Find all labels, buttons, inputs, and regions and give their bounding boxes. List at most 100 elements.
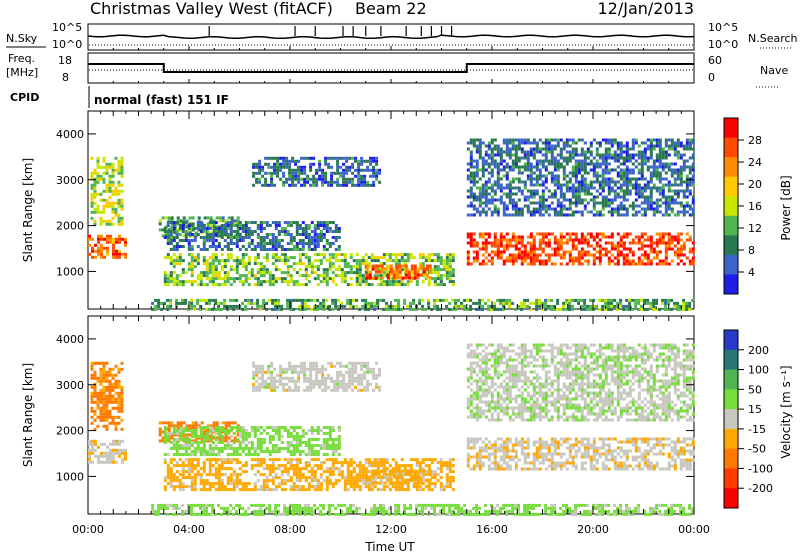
echo-cell — [368, 273, 372, 277]
echo-cell — [589, 232, 593, 236]
echo-cell — [544, 141, 548, 145]
echo-cell — [267, 171, 271, 175]
echo-cell — [349, 476, 353, 480]
echo-cell — [658, 177, 662, 181]
echo-cell — [529, 162, 533, 166]
echo-cell — [568, 144, 572, 148]
echo-cell — [331, 464, 335, 468]
echo-cell — [185, 424, 189, 428]
echo-cell — [259, 245, 263, 248]
echo-cell — [610, 213, 614, 217]
echo-cell — [691, 213, 695, 217]
echo-cell — [391, 458, 395, 462]
echo-cell — [667, 168, 671, 172]
echo-cell — [392, 273, 396, 277]
echo-cell — [93, 418, 97, 422]
echo-cell — [297, 159, 301, 163]
echo-cell — [226, 259, 230, 263]
echo-cell — [355, 464, 359, 468]
echo-cell — [303, 183, 307, 187]
echo-cell — [490, 189, 494, 193]
echo-cell — [388, 253, 392, 257]
echo-cell — [324, 156, 328, 160]
echo-cell — [261, 174, 265, 178]
echo-cell — [622, 235, 626, 239]
echo-cell — [595, 174, 599, 178]
echo-cell — [93, 219, 97, 223]
echo-cell — [271, 256, 275, 260]
echo-cell — [169, 242, 173, 245]
echo-cell — [158, 222, 162, 226]
echo-cell — [538, 238, 542, 242]
echo-cell — [103, 255, 106, 259]
echo-cell — [580, 147, 584, 151]
echo-cell — [349, 301, 353, 305]
echo-cell — [523, 138, 527, 142]
echo-cell — [217, 467, 221, 471]
echo-cell — [613, 304, 617, 308]
echo-cell — [331, 277, 335, 281]
echo-cell — [421, 482, 425, 486]
echo-cell — [220, 479, 224, 483]
echo-cell — [499, 159, 503, 163]
echo-cell — [682, 168, 686, 172]
echo-cell — [357, 159, 361, 163]
echo-cell — [267, 165, 271, 169]
echo-cell — [342, 183, 346, 187]
echo-cell — [514, 153, 518, 157]
echo-cell — [628, 153, 632, 157]
echo-cell — [352, 470, 356, 474]
echo-cell — [321, 174, 325, 178]
echo-cell — [112, 246, 115, 250]
echo-cell — [643, 262, 647, 266]
echo-cell — [625, 304, 629, 308]
echo-cell — [598, 162, 602, 166]
echo-cell — [172, 262, 176, 266]
echo-cell — [262, 479, 266, 483]
echo-cell — [253, 262, 257, 266]
echo-cell — [280, 239, 284, 242]
echo-cell — [244, 248, 248, 251]
echo-cell — [517, 186, 521, 190]
echo-cell — [120, 216, 124, 220]
echo-cell — [631, 259, 635, 263]
echo-cell — [235, 461, 239, 465]
echo-cell — [649, 150, 653, 154]
echo-cell — [182, 219, 186, 223]
echo-cell — [370, 485, 374, 489]
echo-cell — [357, 165, 361, 169]
echo-cell — [282, 171, 286, 175]
echo-cell — [291, 174, 295, 178]
echo-cell — [580, 165, 584, 169]
echo-cell — [667, 147, 671, 151]
echo-cell — [592, 298, 596, 302]
echo-cell — [640, 186, 644, 190]
echo-cell — [379, 461, 383, 465]
echo-cell — [265, 256, 269, 260]
echo-cell — [487, 147, 491, 151]
echo-cell — [166, 277, 170, 281]
echo-cell — [448, 268, 452, 272]
echo-cell — [592, 180, 596, 184]
freq-tick-top: 18 — [58, 54, 72, 67]
echo-cell — [337, 245, 341, 248]
echo-cell — [604, 235, 608, 239]
echo-cell — [685, 189, 689, 193]
echo-cell — [120, 219, 124, 223]
echo-cell — [481, 304, 485, 308]
echo-cell — [613, 247, 617, 251]
echo-cell — [559, 186, 563, 190]
echo-cell — [361, 277, 365, 281]
echo-cell — [682, 253, 686, 257]
echo-cell — [583, 177, 587, 181]
echo-cell — [688, 301, 692, 305]
echo-cell — [550, 207, 554, 211]
echo-cell — [658, 198, 662, 202]
echo-cell — [640, 241, 644, 245]
echo-cell — [255, 367, 259, 371]
echo-cell — [592, 207, 596, 211]
echo-cell — [670, 247, 674, 251]
echo-cell — [106, 249, 109, 253]
echo-cell — [298, 485, 302, 489]
echo-cell — [652, 159, 656, 163]
